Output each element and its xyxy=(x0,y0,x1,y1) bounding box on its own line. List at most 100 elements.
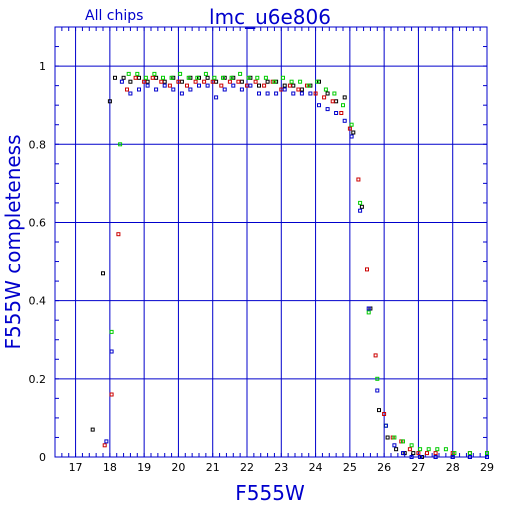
data-point xyxy=(257,83,261,88)
data-point xyxy=(289,79,294,84)
x-tick-label: 17 xyxy=(69,461,83,474)
data-point xyxy=(358,200,363,205)
data-point xyxy=(202,79,207,84)
data-point xyxy=(282,87,287,92)
data-point xyxy=(161,75,165,80)
data-point xyxy=(205,83,210,88)
data-point xyxy=(416,451,421,456)
data-point xyxy=(418,447,423,452)
data-point xyxy=(450,455,455,459)
y-tick-labels: 0 0.2 0.4 0.6 0.8 1 xyxy=(29,60,47,464)
data-point xyxy=(382,412,387,416)
data-point xyxy=(317,103,321,108)
data-point xyxy=(142,79,147,84)
data-point xyxy=(176,79,181,84)
data-point xyxy=(485,455,489,459)
data-point xyxy=(167,83,172,88)
data-point xyxy=(236,79,241,84)
data-point xyxy=(265,91,270,96)
data-point xyxy=(102,443,107,448)
data-point xyxy=(133,75,138,80)
data-point xyxy=(298,79,303,84)
data-point xyxy=(145,83,150,88)
chart-title: lmc_u6e806 xyxy=(209,5,331,29)
data-point xyxy=(272,79,277,84)
x-tick-label: 21 xyxy=(206,461,220,474)
data-point xyxy=(366,310,371,315)
data-point xyxy=(125,87,129,92)
data-point xyxy=(90,427,95,432)
data-point xyxy=(306,83,311,88)
data-point xyxy=(257,91,261,96)
data-point xyxy=(104,439,109,444)
data-point xyxy=(159,79,164,84)
data-point xyxy=(143,75,148,80)
data-point xyxy=(375,376,380,381)
y-tick-label: 1 xyxy=(39,60,46,73)
data-point xyxy=(443,447,448,452)
data-point xyxy=(339,111,344,115)
data-point xyxy=(409,455,414,459)
data-point xyxy=(394,447,399,452)
data-point xyxy=(356,177,361,182)
y-tick-label: 0.8 xyxy=(29,138,47,151)
data-point xyxy=(325,91,330,96)
x-tick-label: 27 xyxy=(411,461,425,474)
chart-subtitle: All chips xyxy=(85,8,143,24)
data-point xyxy=(347,126,352,131)
data-point xyxy=(214,95,219,100)
data-point xyxy=(467,455,472,459)
data-point xyxy=(219,83,224,88)
data-point xyxy=(169,75,174,80)
data-point xyxy=(342,95,347,100)
data-point xyxy=(119,79,124,84)
data-point xyxy=(425,451,429,456)
x-tick-label: 28 xyxy=(446,461,460,474)
data-point xyxy=(325,107,330,112)
data-point xyxy=(118,142,123,147)
data-point xyxy=(227,79,232,84)
data-point xyxy=(291,91,296,96)
data-point xyxy=(154,87,159,92)
x-tick-label: 19 xyxy=(137,461,151,474)
data-point xyxy=(322,95,327,100)
data-point xyxy=(287,83,292,88)
y-axis-label: F555W completeness xyxy=(1,134,25,349)
data-point xyxy=(467,451,472,456)
data-point xyxy=(323,87,328,92)
x-tick-label: 20 xyxy=(171,461,185,474)
y-tick-label: 0 xyxy=(39,451,46,464)
x-tick-label: 22 xyxy=(240,461,254,474)
data-point xyxy=(121,75,126,80)
data-point xyxy=(274,91,279,96)
data-point xyxy=(392,435,397,440)
x-tick-label: 26 xyxy=(377,461,391,474)
data-point xyxy=(401,439,405,444)
data-point xyxy=(253,79,258,84)
data-point xyxy=(178,71,183,76)
x-axis-label: F555W xyxy=(235,481,305,505)
data-point xyxy=(171,87,176,92)
data-point xyxy=(221,75,225,80)
data-point xyxy=(308,91,313,96)
data-point xyxy=(401,451,405,456)
data-point xyxy=(435,447,440,452)
data-point xyxy=(296,87,301,92)
data-point xyxy=(262,83,267,88)
data-point xyxy=(152,71,157,76)
data-point xyxy=(229,75,234,80)
data-point xyxy=(299,91,304,96)
data-point xyxy=(231,83,236,88)
data-point xyxy=(418,455,423,459)
data-point xyxy=(426,447,431,452)
data-point xyxy=(365,267,369,272)
data-point xyxy=(334,111,339,115)
data-point xyxy=(330,99,335,104)
data-point xyxy=(135,71,140,76)
data-point xyxy=(313,91,318,96)
data-point xyxy=(186,75,191,80)
data-point xyxy=(126,71,131,76)
data-point xyxy=(282,83,287,88)
data-point xyxy=(359,204,364,209)
